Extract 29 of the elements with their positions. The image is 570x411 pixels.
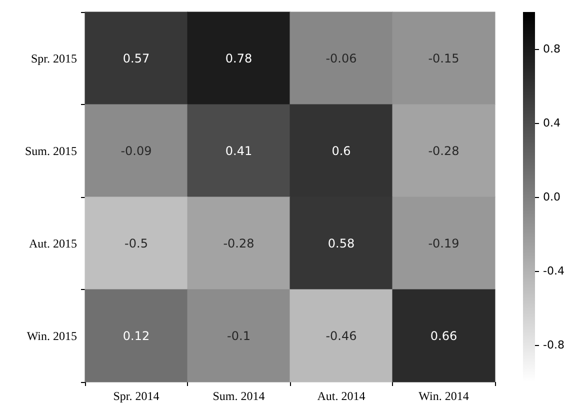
data-label: -0.19 xyxy=(428,236,460,250)
data-label: 0.6 xyxy=(332,144,351,158)
data-label: 0.78 xyxy=(225,51,252,66)
data-label: -0.06 xyxy=(326,51,357,66)
y-tick-label: Aut. 2015 xyxy=(29,236,77,250)
x-tick-label: Sum. 2014 xyxy=(212,389,265,403)
color-bar-label: 0.8 xyxy=(543,42,560,56)
data-label: -0.28 xyxy=(428,144,460,158)
data-label: -0.1 xyxy=(227,328,250,343)
x-tick-label: Spr. 2014 xyxy=(113,389,160,403)
color-bar-label: 0.4 xyxy=(543,116,560,130)
y-tick-label: Spr. 2015 xyxy=(30,51,77,66)
y-tick-label: Win. 2015 xyxy=(26,328,77,343)
data-label: 0.41 xyxy=(225,144,252,158)
x-tick-label: Win. 2014 xyxy=(418,389,469,403)
data-label: 0.58 xyxy=(328,236,355,250)
y-tick-label: Sum. 2015 xyxy=(24,144,77,158)
data-label: -0.5 xyxy=(124,236,148,250)
x-tick-label: Aut. 2014 xyxy=(317,389,366,403)
data-label: -0.09 xyxy=(120,144,152,158)
data-label: 0.12 xyxy=(122,328,150,343)
data-label: -0.46 xyxy=(326,328,357,343)
data-label: -0.28 xyxy=(223,236,254,250)
color-bar-label: -0.8 xyxy=(543,338,564,352)
color-bar-label: 0.0 xyxy=(543,190,560,204)
data-label: 0.57 xyxy=(122,51,150,66)
color-bar-label: -0.4 xyxy=(543,264,564,278)
data-label: -0.15 xyxy=(428,51,460,66)
data-label: 0.66 xyxy=(430,328,458,343)
